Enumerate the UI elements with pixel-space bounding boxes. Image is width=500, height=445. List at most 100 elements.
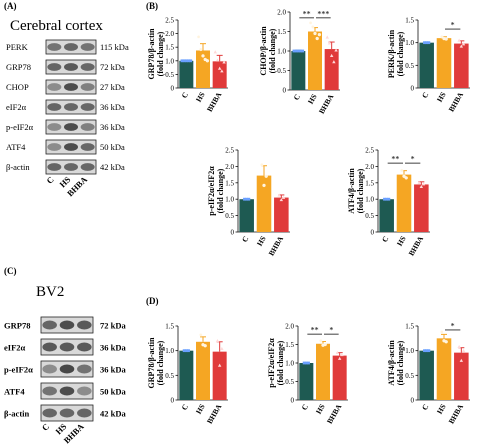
data-point [292,49,296,53]
bar-hs [308,31,322,90]
data-point [196,35,201,39]
data-point [279,198,284,202]
x-tick-label: BHBA [205,402,224,425]
x-tick-label: BHBA [447,90,466,113]
x-tick-label: HS [314,403,327,416]
data-point [400,168,404,172]
data-point [247,197,251,201]
x-tick-label: C [240,235,251,244]
data-point [457,38,461,42]
blot-band [47,83,62,91]
x-tick-label: HS [395,235,408,248]
y-tick-label: 0.5 [165,372,174,380]
blot-protein-label: CHOP [6,82,29,92]
blot-band [77,320,92,330]
data-point [277,193,281,197]
data-point [304,361,308,365]
bar-hs [316,343,330,400]
blot-band [47,143,62,151]
data-point [245,197,249,201]
y-axis-label: ATF4/β-actin [347,168,356,214]
blot-band [47,123,62,131]
blot-band [47,163,62,171]
data-point [222,60,226,64]
y-tick-label: 0 [291,397,295,405]
blot-band [47,103,62,111]
blot-band [59,364,75,374]
blot-band [64,123,78,131]
bar-bhba [454,352,469,400]
bar-bhba [414,184,429,232]
data-point [337,356,342,360]
data-point [335,350,340,354]
data-point [213,50,217,54]
blot-lane-label: BHBA [65,174,90,199]
blot-band [59,386,75,396]
data-point [217,363,222,367]
data-point [311,25,315,29]
significance-label: ** [311,326,319,335]
data-point [302,361,306,365]
data-point [180,59,184,63]
data-point [457,344,461,349]
data-point [334,48,338,52]
bar-hs [256,175,272,232]
y-tick-label: 1.5 [405,323,414,331]
x-tick-label: C [420,91,431,100]
data-point [417,181,421,185]
blot-band [80,83,95,91]
data-point [425,41,429,45]
bar-bhba [332,355,347,400]
y-axis-label: (fold change) [156,31,165,76]
data-point [461,348,466,352]
y-axis-label: (fold change) [356,168,365,213]
x-tick-label: C [420,403,431,412]
bar-c [291,51,306,90]
data-point [260,163,264,167]
data-point [444,340,448,344]
blot-protein-label: PERK [6,42,29,52]
blot-protein-label: GRP78 [6,62,31,72]
data-point [294,49,298,53]
blot-band [77,342,92,352]
blot-band [64,103,78,111]
blot-size-label: 50 kDa [100,387,126,397]
y-tick-label: 2.5 [165,17,174,25]
y-axis-label: CHOP/β-actin [259,26,268,76]
data-point [205,59,210,63]
blot-band [42,408,57,418]
panel-c-western-blot: (C) BV2 GRP78 72 kDa eIF2α 36 kDa p-eIF2α 36 … [4,266,126,445]
data-point [313,31,317,36]
data-point [427,349,431,353]
data-point [220,346,224,350]
y-tick-label: 0 [411,85,415,93]
x-tick-label: BHBA [325,402,344,425]
y-tick-label: 1.0 [285,360,294,368]
blot-size-label: 36 kDa [100,343,126,353]
data-point [385,197,389,201]
data-point [425,349,429,353]
data-point [217,66,222,70]
data-point [440,330,444,334]
y-tick-label: 0 [411,397,415,405]
y-tick-label: 0.5 [405,62,414,70]
blot-band [42,320,57,330]
y-tick-label: 2.0 [285,323,294,331]
significance-label: * [451,321,455,330]
data-point [404,176,408,180]
y-tick-label: 2.0 [277,9,286,17]
x-tick-label: HS [194,403,207,416]
y-tick-label: 0 [171,397,175,405]
x-tick-label: HS [255,235,268,248]
blot-band [42,364,57,374]
blot-band [77,386,92,396]
data-point [296,49,300,53]
data-point [187,59,190,63]
chart-b4: 0 0.5 1.0 1.5 2.0 2.5 p-eIF2α/eIF2α (fold chang… [207,147,290,257]
y-tick-label: 1.5 [277,28,286,36]
blot-size-label: 50 kDa [100,142,125,152]
blot-size-label: 27 kDa [100,82,125,92]
bar-c [379,199,394,232]
bar-hs [436,338,452,400]
significance-label: * [451,21,455,30]
